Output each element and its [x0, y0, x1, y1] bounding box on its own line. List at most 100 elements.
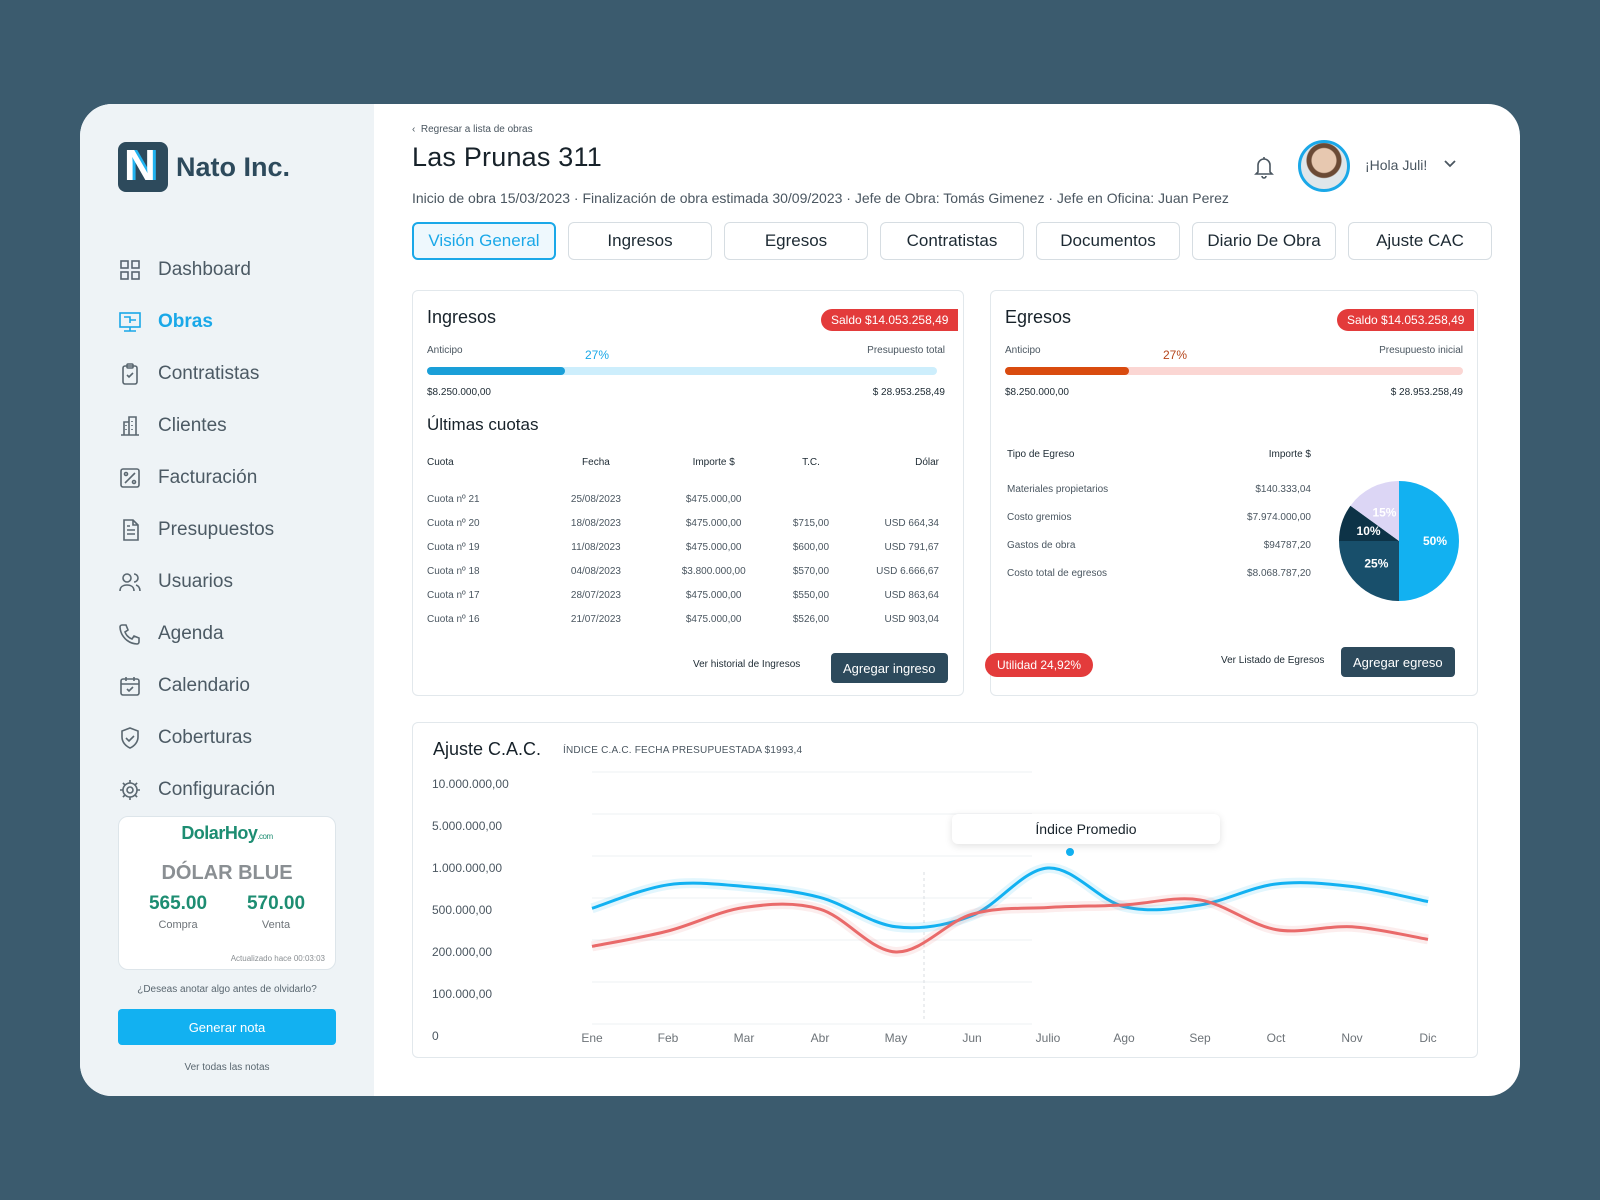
sidebar-item-clientes[interactable]: Clientes [118, 400, 348, 452]
sidebar-item-label: Calendario [158, 675, 250, 696]
pie-slice [1339, 541, 1399, 601]
table-cell: Cuota nº 19 [427, 541, 480, 553]
table-cell: $526,00 [792, 613, 830, 625]
table-cell: USD 664,34 [884, 517, 939, 529]
sidebar-item-label: Coberturas [158, 727, 252, 748]
x-tick-label: Jun [962, 1031, 981, 1045]
sidebar-item-configuracion[interactable]: Configuración [118, 764, 348, 816]
x-tick-label: Nov [1341, 1031, 1362, 1045]
app-window: N Nato Inc. Dashboard Obras Contratistas Cl… [80, 104, 1520, 1096]
table-row: Costo gremios $7.974.000,00 [1007, 503, 1311, 531]
sidebar-item-label: Usuarios [158, 571, 233, 592]
user-greeting[interactable]: ¡Hola Juli! [1365, 157, 1428, 173]
note-prompt: ¿Deseas anotar algo antes de olvidarlo? [137, 984, 317, 995]
sidebar-item-presupuestos[interactable]: Presupuestos [118, 504, 348, 556]
ingresos-title: Ingresos [427, 307, 497, 327]
table-cell: $550,00 [792, 589, 830, 601]
pie-slice [1350, 481, 1399, 541]
egresos-anticipo-amount: $8.250.000,00 [1005, 387, 1069, 398]
tab-documentos[interactable]: Documentos [1036, 222, 1180, 260]
generate-note-button[interactable]: Generar nota [118, 1009, 336, 1045]
y-tick-label: 500.000,00 [432, 903, 492, 917]
tab-contratistas[interactable]: Contratistas [880, 222, 1024, 260]
x-tick-label: May [885, 1031, 908, 1045]
view-all-notes-link[interactable]: Ver todas las notas [184, 1062, 270, 1073]
ingresos-progress-fill [427, 367, 565, 375]
add-ingreso-button[interactable]: Agregar ingreso [831, 653, 948, 683]
table-cell: $715,00 [792, 517, 830, 529]
tab-vision-general[interactable]: Visión General [412, 222, 556, 260]
y-tick-label: 5.000.000,00 [432, 819, 502, 833]
sidebar-nav: Dashboard Obras Contratistas Clientes Factur… [118, 244, 348, 816]
avatar[interactable] [1298, 140, 1350, 192]
series-glow [591, 893, 1429, 957]
bell-icon[interactable] [1252, 154, 1276, 180]
table-header: T.C. [802, 456, 820, 468]
table-cell: $475.000,00 [685, 517, 742, 529]
back-link[interactable]: ‹ Regresar a lista de obras [412, 124, 533, 135]
sidebar-item-usuarios[interactable]: Usuarios [118, 556, 348, 608]
table-cell: $475.000,00 [685, 493, 742, 505]
table-row: Cuota nº 18 04/08/2023 $3.800.000,00 $570,0… [427, 559, 939, 583]
ingresos-anticipo-label: Anticipo [427, 345, 463, 356]
table-cell: Costo gremios [1007, 511, 1072, 523]
table-row: Cuota nº 16 21/07/2023 $475.000,00 $526,00 U… [427, 607, 939, 631]
table-cell: Cuota nº 18 [427, 565, 480, 577]
table-row: Cuota nº 19 11/08/2023 $475.000,00 $600,00 U… [427, 535, 939, 559]
egresos-anticipo-label: Anticipo [1005, 345, 1041, 356]
egresos-progress-bar [1005, 367, 1463, 375]
pie-slice [1339, 505, 1399, 541]
dolar-venta: 570.00 Venta [246, 893, 306, 931]
table-cell: $475.000,00 [685, 541, 742, 553]
tab-ingresos[interactable]: Ingresos [568, 222, 712, 260]
table-cell: Materiales propietarios [1007, 483, 1109, 495]
sidebar-item-agenda[interactable]: Agenda [118, 608, 348, 660]
page-title: Las Prunas 311 [412, 142, 602, 172]
ingresos-total-amount: $ 28.953.258,49 [872, 387, 945, 398]
ingresos-history-link[interactable]: Ver historial de Ingresos [693, 659, 801, 670]
dolar-compra: 565.00 Compra [148, 893, 208, 931]
chevron-down-icon[interactable] [1442, 156, 1458, 172]
table-row: Cuota nº 21 25/08/2023 $475.000,00 [427, 487, 939, 511]
sidebar: N Nato Inc. Dashboard Obras Contratistas Cl… [80, 104, 374, 1096]
sidebar-item-facturacion[interactable]: Facturación [118, 452, 348, 504]
table-cell: 11/08/2023 [571, 541, 621, 553]
table-cell: $600,00 [792, 541, 830, 553]
tab-ajuste-cac[interactable]: Ajuste CAC [1348, 222, 1492, 260]
sidebar-item-label: Configuración [158, 779, 276, 800]
brand-logo[interactable]: N Nato Inc. [118, 142, 290, 192]
sidebar-item-contratistas[interactable]: Contratistas [118, 348, 348, 400]
table-cell: $8.068.787,20 [1247, 567, 1311, 579]
egresos-progress-fill [1005, 367, 1129, 375]
document-icon [123, 519, 139, 541]
table-cell: Cuota nº 21 [427, 493, 480, 505]
x-tick-label: Ene [581, 1031, 603, 1045]
table-header: Dólar [915, 456, 939, 468]
tab-diario-de-obra[interactable]: Diario De Obra [1192, 222, 1336, 260]
sidebar-item-dashboard[interactable]: Dashboard [118, 244, 348, 296]
sidebar-item-calendario[interactable]: Calendario [118, 660, 348, 712]
cac-subtitle: ÍNDICE C.A.C. FECHA PRESUPUESTADA $1993,… [563, 745, 803, 756]
x-tick-label: Julio [1036, 1031, 1061, 1045]
sidebar-item-obras[interactable]: Obras [118, 296, 348, 348]
table-cell: $3.800.000,00 [681, 565, 746, 577]
project-info: Inicio de obra 15/03/2023 · Finalización… [412, 190, 1229, 206]
tab-egresos[interactable]: Egresos [724, 222, 868, 260]
egresos-title: Egresos [1005, 307, 1072, 327]
x-tick-label: Sep [1189, 1031, 1211, 1045]
logo-icon: N [118, 142, 168, 192]
table-cell: USD 6.666,67 [876, 565, 939, 577]
egresos-list-link[interactable]: Ver Listado de Egresos [1221, 655, 1325, 666]
highlight-point[interactable] [1064, 846, 1076, 858]
sidebar-item-coberturas[interactable]: Coberturas [118, 712, 348, 764]
pie-slice [1399, 481, 1459, 601]
dolarhoy-logo: DolarHoy.com [181, 823, 273, 843]
cuotas-table: Cuota Fecha Importe $ T.C. Dólar Cuota nº 21 2… [427, 451, 939, 631]
add-egreso-button[interactable]: Agregar egreso [1341, 647, 1455, 677]
tab-bar: Visión General Ingresos Egresos Contratista… [412, 222, 1492, 260]
table-header: Fecha [582, 456, 610, 468]
x-tick-label: Feb [658, 1031, 679, 1045]
dolar-updated: Actualizado hace 00:03:03 [230, 954, 325, 963]
table-cell [775, 487, 847, 511]
dolar-title: DÓLAR BLUE [161, 862, 293, 884]
